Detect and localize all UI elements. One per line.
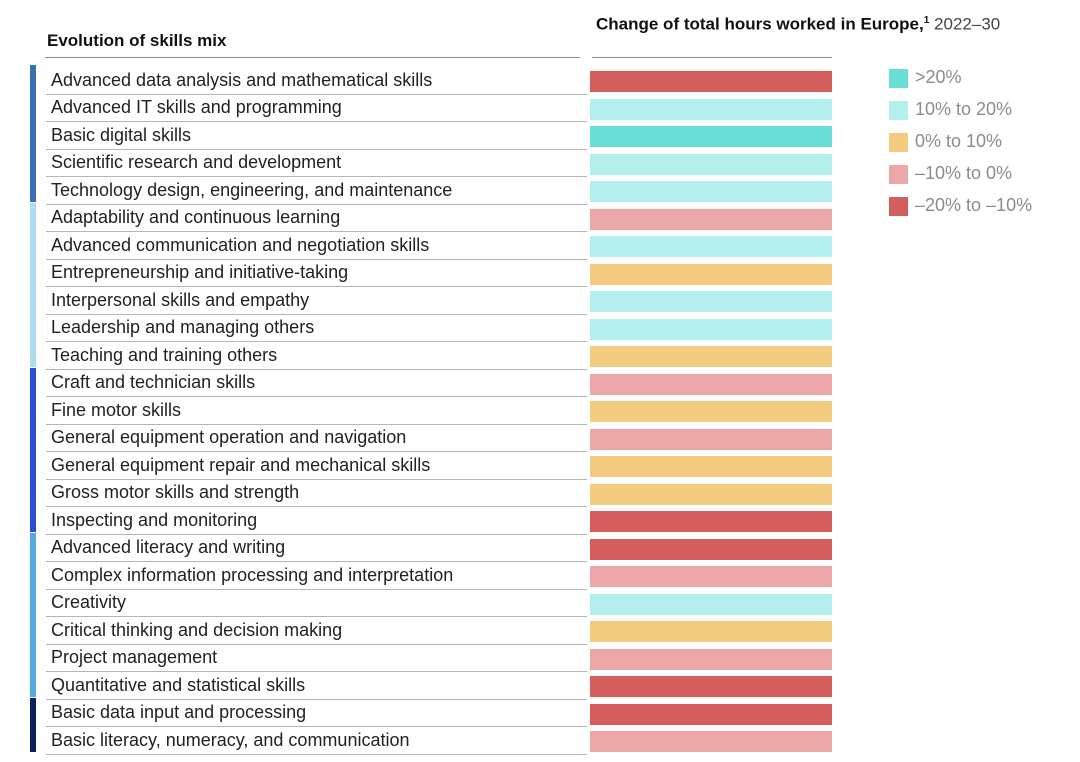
skill-label: Advanced data analysis and mathematical … [51,69,433,90]
legend-label: 0% to 10% [915,131,1003,151]
skill-label: Basic literacy, numeracy, and communicat… [51,729,410,750]
skill-label: Teaching and training others [51,344,278,365]
skill-row: Basic literacy, numeracy, and communicat… [46,727,587,755]
skill-label: Interpersonal skills and empathy [51,289,310,310]
skill-label: Adaptability and continuous learning [51,207,341,227]
change-bar [590,456,832,478]
change-bar [590,318,832,340]
skill-row: General equipment operation and navigati… [46,425,587,452]
chart-title-footnote: 1 [923,15,930,26]
skill-row: Advanced literacy and writing [46,535,587,562]
chart-title: Change of total hours worked in Europe,1… [596,10,1000,36]
skill-label: Inspecting and monitoring [51,509,258,530]
change-bar [590,703,832,725]
change-bar [590,236,832,258]
skill-label: Basic data input and processing [51,702,307,722]
skill-label: Quantitative and statistical skills [51,674,306,695]
skill-label: Advanced communication and negotiation s… [51,234,430,255]
skill-row: Adaptability and continuous learning [46,205,587,232]
skill-label: Advanced IT skills and programming [51,97,342,117]
skill-row: Teaching and training others [46,342,587,370]
skill-row: Creativity [46,590,587,617]
change-bar [590,71,832,93]
skill-label: Creativity [51,592,127,612]
legend-label: >20% [915,67,962,87]
change-bar [590,181,832,203]
skill-group-indicator [30,367,36,532]
skill-row: Advanced data analysis and mathematical … [46,67,587,95]
chart-column-rule [592,57,832,58]
skill-label: Craft and technician skills [51,372,256,392]
change-bar [590,593,832,615]
legend-label: 10% to 20% [915,99,1013,119]
change-bar [590,483,832,505]
legend-swatch [889,133,908,152]
skill-row: Inspecting and monitoring [46,507,587,535]
skill-group-indicator [30,697,36,752]
legend-label: –20% to –10% [915,195,1033,215]
legend-swatch [889,101,908,120]
change-bar [590,538,832,560]
skill-row: Quantitative and statistical skills [46,672,587,700]
skill-row: Technology design, engineering, and main… [46,177,587,205]
skill-row: Leadership and managing others [46,315,587,342]
skill-label: General equipment operation and navigati… [51,427,407,447]
skill-row: Gross motor skills and strength [46,480,587,507]
skill-row: Complex information processing and inter… [46,562,587,590]
skill-group-indicator [30,202,36,367]
change-bar [590,346,832,368]
skill-row: Fine motor skills [46,397,587,425]
skill-row: General equipment repair and mechanical … [46,452,587,480]
skill-label: Fine motor skills [51,399,182,420]
legend-swatch [889,69,908,88]
skill-label: Technology design, engineering, and main… [51,179,453,200]
change-bar [590,153,832,175]
skill-label: Complex information processing and inter… [51,564,454,585]
change-bar [590,621,832,643]
change-bar [590,511,832,533]
skills-column-rule [45,57,580,58]
skill-row: Entrepreneurship and initiative-taking [46,260,587,287]
skill-label: Leadership and managing others [51,317,315,337]
skill-row: Project management [46,645,587,672]
skill-row: Scientific research and development [46,150,587,177]
change-bar [590,98,832,120]
skill-label: Entrepreneurship and initiative-taking [51,262,349,282]
skill-row: Interpersonal skills and empathy [46,287,587,315]
legend-swatch [889,197,908,216]
change-bar [590,731,832,753]
change-bar [590,401,832,423]
skill-row: Critical thinking and decision making [46,617,587,645]
skill-label: Basic digital skills [51,124,192,145]
change-bar [590,291,832,313]
legend-swatch [889,165,908,184]
skill-row: Craft and technician skills [46,370,587,397]
change-bar [590,428,832,450]
skill-group-indicator [30,532,36,697]
chart-title-text: Change of total hours worked in Europe, [596,14,924,34]
skill-label: Critical thinking and decision making [51,619,343,640]
change-bar [590,566,832,588]
skill-group-indicator [30,65,36,202]
skill-row: Basic data input and processing [46,700,587,727]
change-bar [590,373,832,395]
skill-label: Scientific research and development [51,152,342,172]
skill-row: Advanced communication and negotiation s… [46,232,587,260]
skill-row: Advanced IT skills and programming [46,95,587,122]
change-bar [590,208,832,230]
skill-label: General equipment repair and mechanical … [51,454,431,475]
skill-row: Basic digital skills [46,122,587,150]
legend-label: –10% to 0% [915,163,1013,183]
skills-column-title: Evolution of skills mix [47,31,227,50]
change-bar [590,648,832,670]
change-bar [590,126,832,148]
skill-label: Project management [51,647,218,667]
change-bar [590,263,832,285]
skill-label: Advanced literacy and writing [51,537,286,557]
change-bar [590,676,832,698]
skill-label: Gross motor skills and strength [51,482,300,502]
chart-title-period: 2022–30 [934,14,1001,34]
